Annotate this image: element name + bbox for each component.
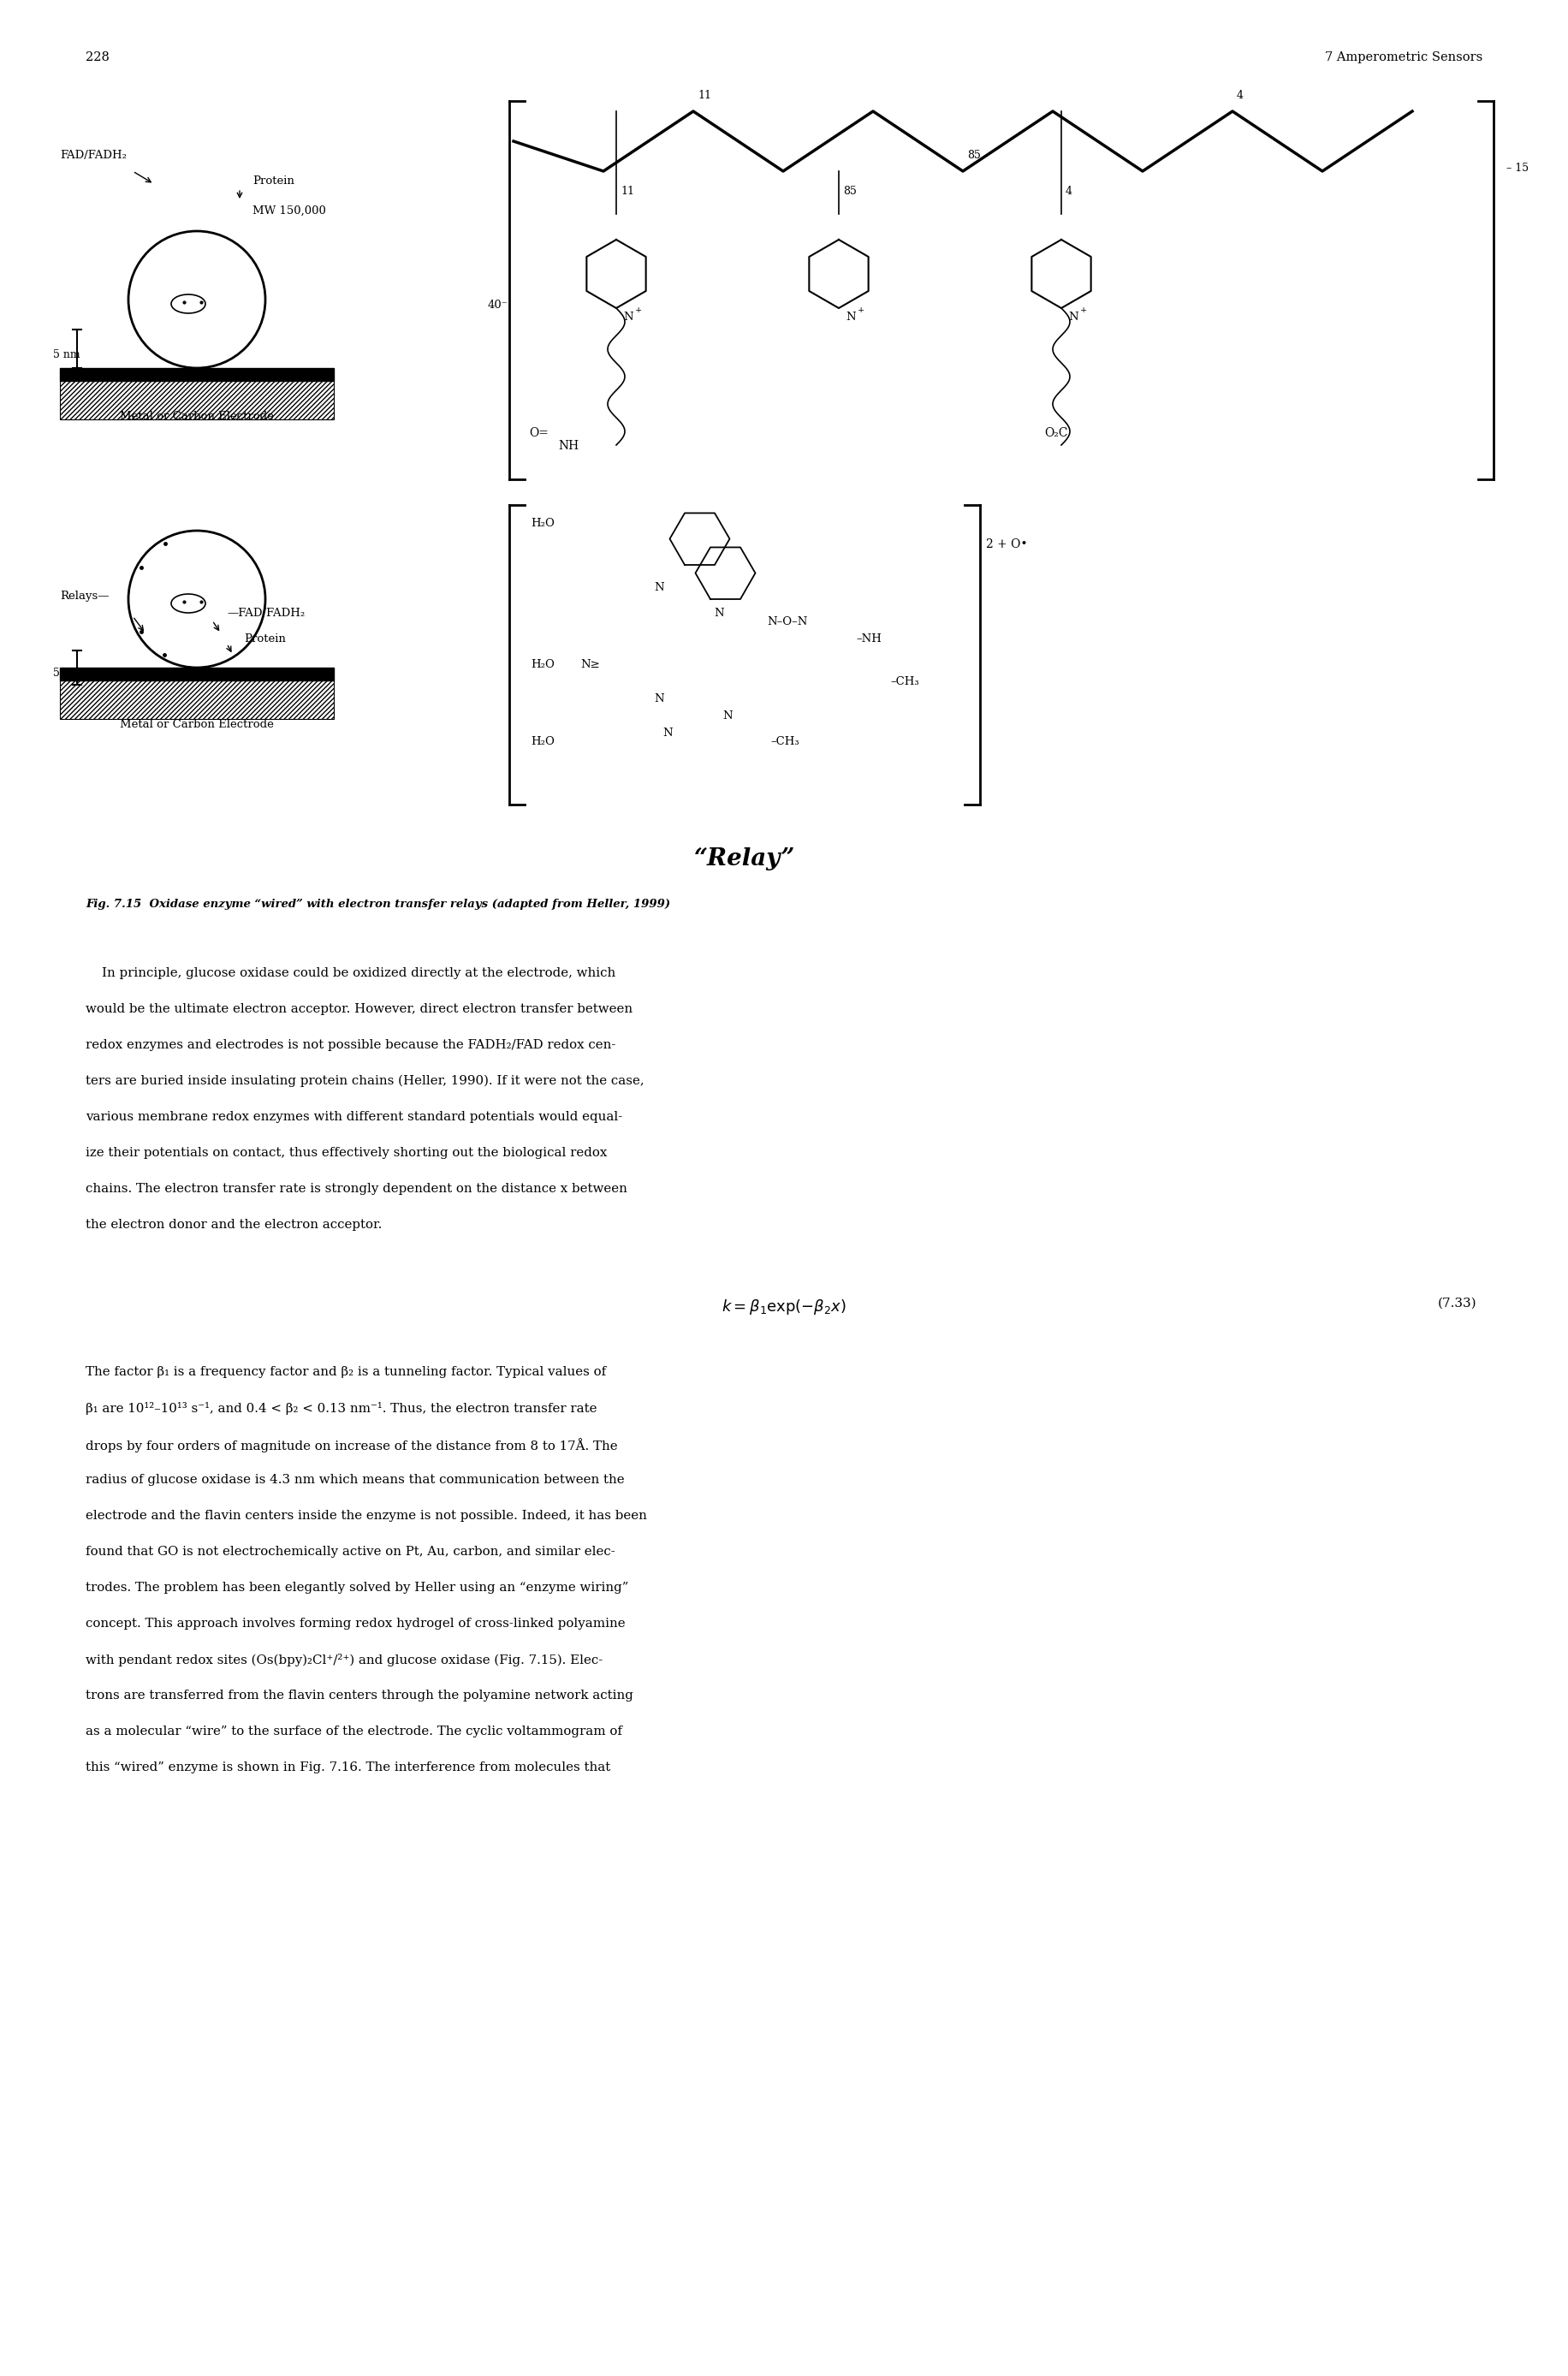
Text: O₂C: O₂C	[1044, 428, 1068, 440]
Text: 5 nm: 5 nm	[53, 349, 80, 361]
Text: 85: 85	[967, 150, 980, 162]
Text: Relays—: Relays—	[60, 592, 110, 601]
Text: H₂O: H₂O	[530, 737, 555, 746]
Text: N: N	[723, 710, 732, 722]
Text: trodes. The problem has been elegantly solved by Heller using an “enzyme wiring”: trodes. The problem has been elegantly s…	[86, 1582, 629, 1594]
Text: 7 Amperometric Sensors: 7 Amperometric Sensors	[1325, 52, 1482, 64]
Text: NH: NH	[558, 440, 579, 451]
Text: N: N	[845, 311, 856, 323]
Text: 40⁻: 40⁻	[488, 299, 508, 311]
Text: 5 nm: 5 nm	[53, 668, 80, 680]
Text: FAD/FADH₂: FAD/FADH₂	[60, 150, 127, 162]
Text: redox enzymes and electrodes is not possible because the FADH₂/FAD redox cen-: redox enzymes and electrodes is not poss…	[86, 1038, 616, 1050]
Text: 11: 11	[621, 185, 633, 197]
Text: β₁ are 10¹²–10¹³ s⁻¹, and 0.4 < β₂ < 0.13 nm⁻¹. Thus, the electron transfer rate: β₁ are 10¹²–10¹³ s⁻¹, and 0.4 < β₂ < 0.1…	[86, 1402, 597, 1414]
Text: 4: 4	[1237, 90, 1243, 102]
Text: chains. The electron transfer rate is strongly dependent on the distance x betwe: chains. The electron transfer rate is st…	[86, 1183, 627, 1195]
Text: +: +	[1080, 307, 1087, 314]
Text: N: N	[654, 694, 663, 703]
Text: N: N	[713, 608, 724, 618]
Text: ize their potentials on contact, thus effectively shorting out the biological re: ize their potentials on contact, thus ef…	[86, 1148, 607, 1159]
Text: 4: 4	[1066, 185, 1073, 197]
Text: 11: 11	[698, 90, 712, 102]
Text: N: N	[622, 311, 633, 323]
Text: N: N	[1068, 311, 1079, 323]
Text: Metal or Carbon Electrode: Metal or Carbon Electrode	[119, 411, 274, 423]
Text: Metal or Carbon Electrode: Metal or Carbon Electrode	[119, 720, 274, 729]
Text: H₂O: H₂O	[530, 518, 555, 530]
Text: MW 150,000: MW 150,000	[252, 204, 326, 216]
Text: +: +	[635, 307, 643, 314]
Text: H₂O: H₂O	[530, 658, 555, 670]
Text: concept. This approach involves forming redox hydrogel of cross-linked polyamine: concept. This approach involves forming …	[86, 1618, 626, 1630]
Text: found that GO is not electrochemically active on Pt, Au, carbon, and similar ele: found that GO is not electrochemically a…	[86, 1547, 615, 1559]
Text: various membrane redox enzymes with different standard potentials would equal-: various membrane redox enzymes with diff…	[86, 1112, 622, 1124]
Text: In principle, glucose oxidase could be oxidized directly at the electrode, which: In principle, glucose oxidase could be o…	[86, 967, 616, 979]
Text: O=: O=	[528, 428, 549, 440]
Text: The factor β₁ is a frequency factor and β₂ is a tunneling factor. Typical values: The factor β₁ is a frequency factor and …	[86, 1366, 607, 1378]
Text: –CH₃: –CH₃	[891, 677, 919, 687]
Text: N–O–N: N–O–N	[767, 615, 808, 627]
Bar	[60, 668, 334, 680]
Text: Fig. 7.15  Oxidase enzyme “wired” with electron transfer relays (adapted from He: Fig. 7.15 Oxidase enzyme “wired” with el…	[86, 898, 670, 910]
Text: –NH: –NH	[856, 634, 881, 644]
Text: Protein: Protein	[252, 176, 295, 188]
Text: N≥: N≥	[580, 658, 601, 670]
Text: $k = \beta_1 \exp(-\beta_2 x)$: $k = \beta_1 \exp(-\beta_2 x)$	[721, 1297, 847, 1316]
Text: with pendant redox sites (Os(bpy)₂Cl⁺/²⁺) and glucose oxidase (Fig. 7.15). Elec-: with pendant redox sites (Os(bpy)₂Cl⁺/²⁺…	[86, 1654, 602, 1666]
Text: –CH₃: –CH₃	[770, 737, 800, 746]
Text: as a molecular “wire” to the surface of the electrode. The cyclic voltammogram o: as a molecular “wire” to the surface of …	[86, 1725, 622, 1737]
Text: trons are transferred from the flavin centers through the polyamine network acti: trons are transferred from the flavin ce…	[86, 1689, 633, 1701]
Text: (7.33): (7.33)	[1438, 1297, 1477, 1309]
Text: —FAD/FADH₂: —FAD/FADH₂	[227, 608, 304, 618]
Text: this “wired” enzyme is shown in Fig. 7.16. The interference from molecules that: this “wired” enzyme is shown in Fig. 7.1…	[86, 1761, 610, 1772]
Text: electrode and the flavin centers inside the enzyme is not possible. Indeed, it h: electrode and the flavin centers inside …	[86, 1509, 648, 1521]
Text: N: N	[654, 582, 663, 594]
Bar	[60, 368, 334, 380]
Text: – 15: – 15	[1507, 162, 1529, 173]
Text: drops by four orders of magnitude on increase of the distance from 8 to 17Å. The: drops by four orders of magnitude on inc…	[86, 1437, 618, 1452]
Text: Protein: Protein	[245, 634, 285, 644]
Text: 228: 228	[86, 52, 110, 64]
Text: the electron donor and the electron acceptor.: the electron donor and the electron acce…	[86, 1219, 383, 1231]
Text: ters are buried inside insulating protein chains (Heller, 1990). If it were not : ters are buried inside insulating protei…	[86, 1074, 644, 1088]
Text: +: +	[858, 307, 864, 314]
Text: 85: 85	[844, 185, 856, 197]
Text: “Relay”: “Relay”	[695, 848, 795, 870]
Text: 2 + O•: 2 + O•	[986, 539, 1027, 551]
Text: would be the ultimate electron acceptor. However, direct electron transfer betwe: would be the ultimate electron acceptor.…	[86, 1003, 632, 1015]
Bar	[60, 380, 334, 421]
Bar	[60, 680, 334, 720]
Text: radius of glucose oxidase is 4.3 nm which means that communication between the: radius of glucose oxidase is 4.3 nm whic…	[86, 1473, 624, 1485]
Text: N: N	[663, 727, 673, 739]
